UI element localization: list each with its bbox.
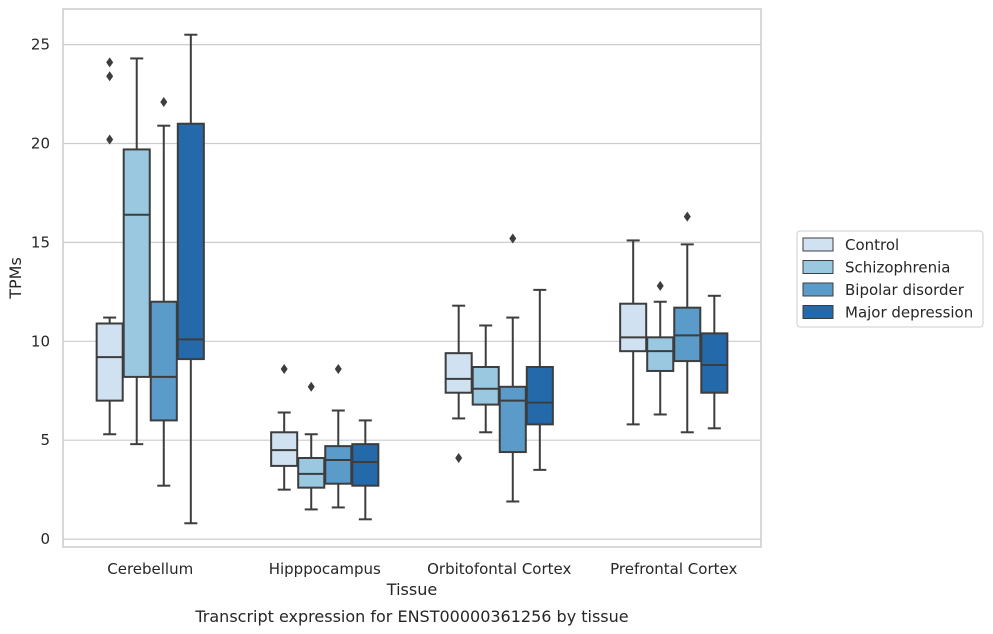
- y-tick-label: 5: [40, 431, 50, 449]
- y-tick-label: 25: [31, 36, 50, 54]
- chart-caption: Transcript expression for ENST0000036125…: [194, 607, 628, 626]
- outlier-point: [509, 233, 517, 244]
- box-iqr: [149, 300, 178, 422]
- legend-swatch: [802, 305, 834, 319]
- box-iqr: [351, 443, 380, 487]
- box-iqr: [122, 148, 151, 378]
- box-iqr: [700, 332, 729, 394]
- y-tick-label: 15: [31, 233, 50, 251]
- box-iqr: [525, 366, 554, 426]
- legend: Control Schizophrenia Bipolar disorder Majo…: [796, 230, 984, 328]
- box-major-depression-3: [700, 294, 729, 430]
- legend-label: Bipolar disorder: [845, 281, 965, 299]
- x-axis-label: Tissue: [386, 580, 437, 599]
- box-major-depression-1: [351, 419, 380, 521]
- x-tick-labels: Cerebellum Hipppocampus Orbitofontal Corte…: [107, 560, 737, 578]
- legend-swatch: [802, 260, 834, 274]
- box-bipolar-disorder-2: [498, 233, 527, 503]
- box-bipolar-disorder-3: [673, 211, 702, 434]
- box-iqr: [444, 352, 473, 394]
- box-major-depression-0: [176, 33, 205, 525]
- box-control-2: [444, 304, 473, 463]
- box-control-1: [270, 363, 299, 491]
- y-axis-label: TPMs: [6, 257, 25, 300]
- legend-label: Schizophrenia: [845, 259, 950, 277]
- legend-label: Control: [845, 236, 899, 254]
- box-control-3: [619, 239, 648, 426]
- legend-label: Major depression: [845, 304, 973, 322]
- plot-area-frame: [62, 8, 762, 548]
- box-bipolar-disorder-1: [324, 363, 353, 509]
- box-major-depression-2: [525, 288, 554, 471]
- box-bipolar-disorder-0: [149, 96, 178, 487]
- box-iqr: [619, 302, 648, 353]
- legend-swatch: [802, 282, 834, 297]
- box-control-0: [95, 57, 124, 436]
- outlier-point: [160, 96, 168, 107]
- x-tick-label: Orbitofontal Cortex: [427, 560, 571, 578]
- box-iqr: [471, 366, 500, 406]
- y-tick-labels: 0 5 10 15 20 25: [31, 36, 50, 548]
- outlier-point: [307, 381, 315, 392]
- legend-frame: [796, 230, 984, 328]
- outlier-point: [106, 71, 114, 82]
- y-tick-label: 20: [31, 135, 50, 153]
- outlier-point: [334, 363, 342, 374]
- box-iqr: [95, 322, 124, 402]
- y-tick-label: 0: [40, 530, 50, 548]
- outlier-point: [106, 57, 114, 68]
- box-schizophrenia-0: [122, 57, 151, 446]
- box-iqr: [324, 445, 353, 485]
- box-iqr: [646, 336, 675, 372]
- x-tick-label: Prefrontal Cortex: [610, 560, 737, 578]
- boxes-layer: [95, 33, 729, 525]
- outlier-point: [106, 134, 114, 145]
- box-iqr: [498, 385, 527, 454]
- y-tick-label: 10: [31, 332, 50, 350]
- gridlines: [63, 44, 761, 540]
- outlier-point: [280, 363, 288, 374]
- x-tick-label: Cerebellum: [107, 560, 193, 578]
- outlier-point: [683, 211, 691, 222]
- x-tick-label: Hipppocampus: [269, 560, 381, 578]
- legend-swatch: [802, 237, 834, 252]
- box-schizophrenia-1: [297, 381, 326, 511]
- outlier-point: [455, 452, 463, 463]
- outlier-point: [656, 280, 664, 291]
- box-iqr: [176, 122, 205, 361]
- box-schizophrenia-3: [646, 280, 675, 416]
